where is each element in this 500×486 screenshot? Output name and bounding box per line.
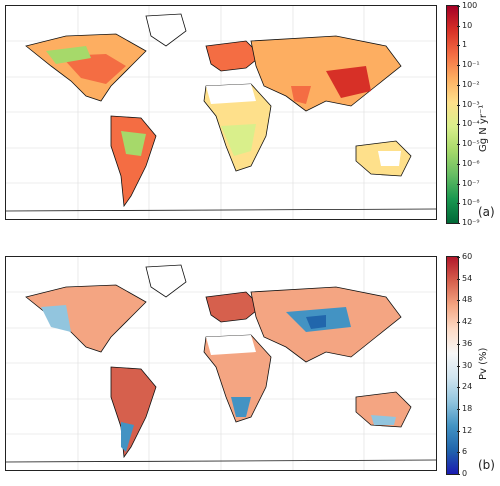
- colorbar-b-tick-label: 6: [462, 447, 468, 457]
- colorbar-a-tick-mark: [457, 144, 460, 146]
- colorbar-b-tick-mark: [457, 300, 460, 302]
- colorbar-b-tick-label: 54: [462, 273, 473, 283]
- colorbar-a-tick-mark: [457, 163, 460, 165]
- colorbar-b-tick-mark: [457, 257, 460, 258]
- colorbar-a-tick-label: 10⁻⁸: [462, 198, 480, 208]
- colorbar-a-tick-label: 10⁻⁹: [462, 218, 480, 227]
- colorbar-b-tick-label: 60: [462, 252, 473, 261]
- greenland: [145, 264, 187, 298]
- colorbar-b-tick-label: 30: [462, 360, 473, 370]
- colorbar-a-tick-label: 100: [462, 1, 478, 10]
- greenland: [145, 13, 187, 47]
- colorbar-b-tick-label: 24: [462, 382, 473, 392]
- colorbar-a-tick-mark: [457, 45, 460, 47]
- colorbar-b-tick-label: 42: [462, 317, 473, 327]
- colorbar-a-tick-label: 10⁻¹: [462, 60, 480, 70]
- colorbar-b-tick-label: 36: [462, 338, 473, 348]
- colorbar-a-tick-label: 10⁻⁵: [462, 139, 480, 149]
- colorbar-a-tick-mark: [457, 203, 460, 205]
- colorbar-a-tick-mark: [457, 223, 460, 224]
- colorbar-b-tick-mark: [457, 430, 460, 432]
- colorbar-a-tick-mark: [457, 6, 460, 7]
- antarctica: [6, 208, 436, 212]
- colorbar-b-tick-label: 48: [462, 295, 473, 305]
- north-america: [25, 284, 147, 353]
- colorbar-a: [446, 5, 459, 224]
- colorbar-a-tick-label: 1: [462, 40, 468, 50]
- panel-b-tag: (b): [478, 458, 495, 472]
- colorbar-a-tick-label: 10: [462, 20, 473, 30]
- colorbar-a-tick-mark: [457, 183, 460, 185]
- africa: [203, 334, 272, 423]
- colorbar-a-tick-mark: [457, 84, 460, 86]
- colorbar-a-tick-mark: [457, 124, 460, 126]
- colorbar-a-tick-mark: [457, 104, 460, 106]
- world-map-a: [6, 6, 436, 219]
- colorbar-b-label: Pv (%): [478, 347, 489, 380]
- colorbar-a-label: Gg N yr⁻¹: [478, 104, 489, 152]
- asia: [250, 35, 402, 112]
- colorbar-a-tick-label: 10⁻⁷: [462, 178, 480, 188]
- europe: [205, 40, 262, 72]
- map-panel-a: [5, 5, 437, 220]
- colorbar-b-tick-label: 12: [462, 425, 473, 435]
- colorbar-b-tick-mark: [457, 452, 460, 454]
- europe: [205, 291, 262, 323]
- colorbar-b-tick-mark: [457, 343, 460, 345]
- colorbar-b-tick-label: 18: [462, 403, 473, 413]
- colorbar-a-tick-mark: [457, 65, 460, 67]
- colorbar-b-tick-mark: [457, 387, 460, 389]
- map-panel-b: [5, 256, 437, 471]
- colorbar-b-tick-label: 0: [462, 469, 468, 478]
- antarctica: [6, 459, 436, 463]
- colorbar-a-tick-mark: [457, 25, 460, 27]
- world-map-b: [6, 257, 436, 470]
- australia: [355, 391, 412, 428]
- colorbar-b-tick-mark: [457, 408, 460, 410]
- colorbar-b-tick-mark: [457, 365, 460, 367]
- colorbar-b-tick-mark: [457, 322, 460, 324]
- colorbar-a-tick-label: 10⁻⁴: [462, 119, 480, 129]
- colorbar-a-tick-label: 10⁻⁶: [462, 158, 480, 168]
- colorbar-b-tick-mark: [457, 278, 460, 280]
- colorbar-b-tick-mark: [457, 474, 460, 475]
- colorbar-a-tick-label: 10⁻³: [462, 99, 480, 109]
- panel-a-tag: (a): [478, 205, 495, 219]
- colorbar-a-tick-label: 10⁻²: [462, 79, 480, 89]
